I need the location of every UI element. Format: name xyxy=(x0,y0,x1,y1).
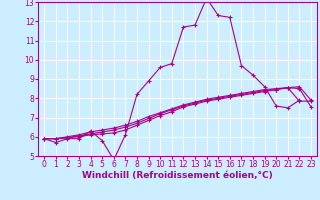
X-axis label: Windchill (Refroidissement éolien,°C): Windchill (Refroidissement éolien,°C) xyxy=(82,171,273,180)
